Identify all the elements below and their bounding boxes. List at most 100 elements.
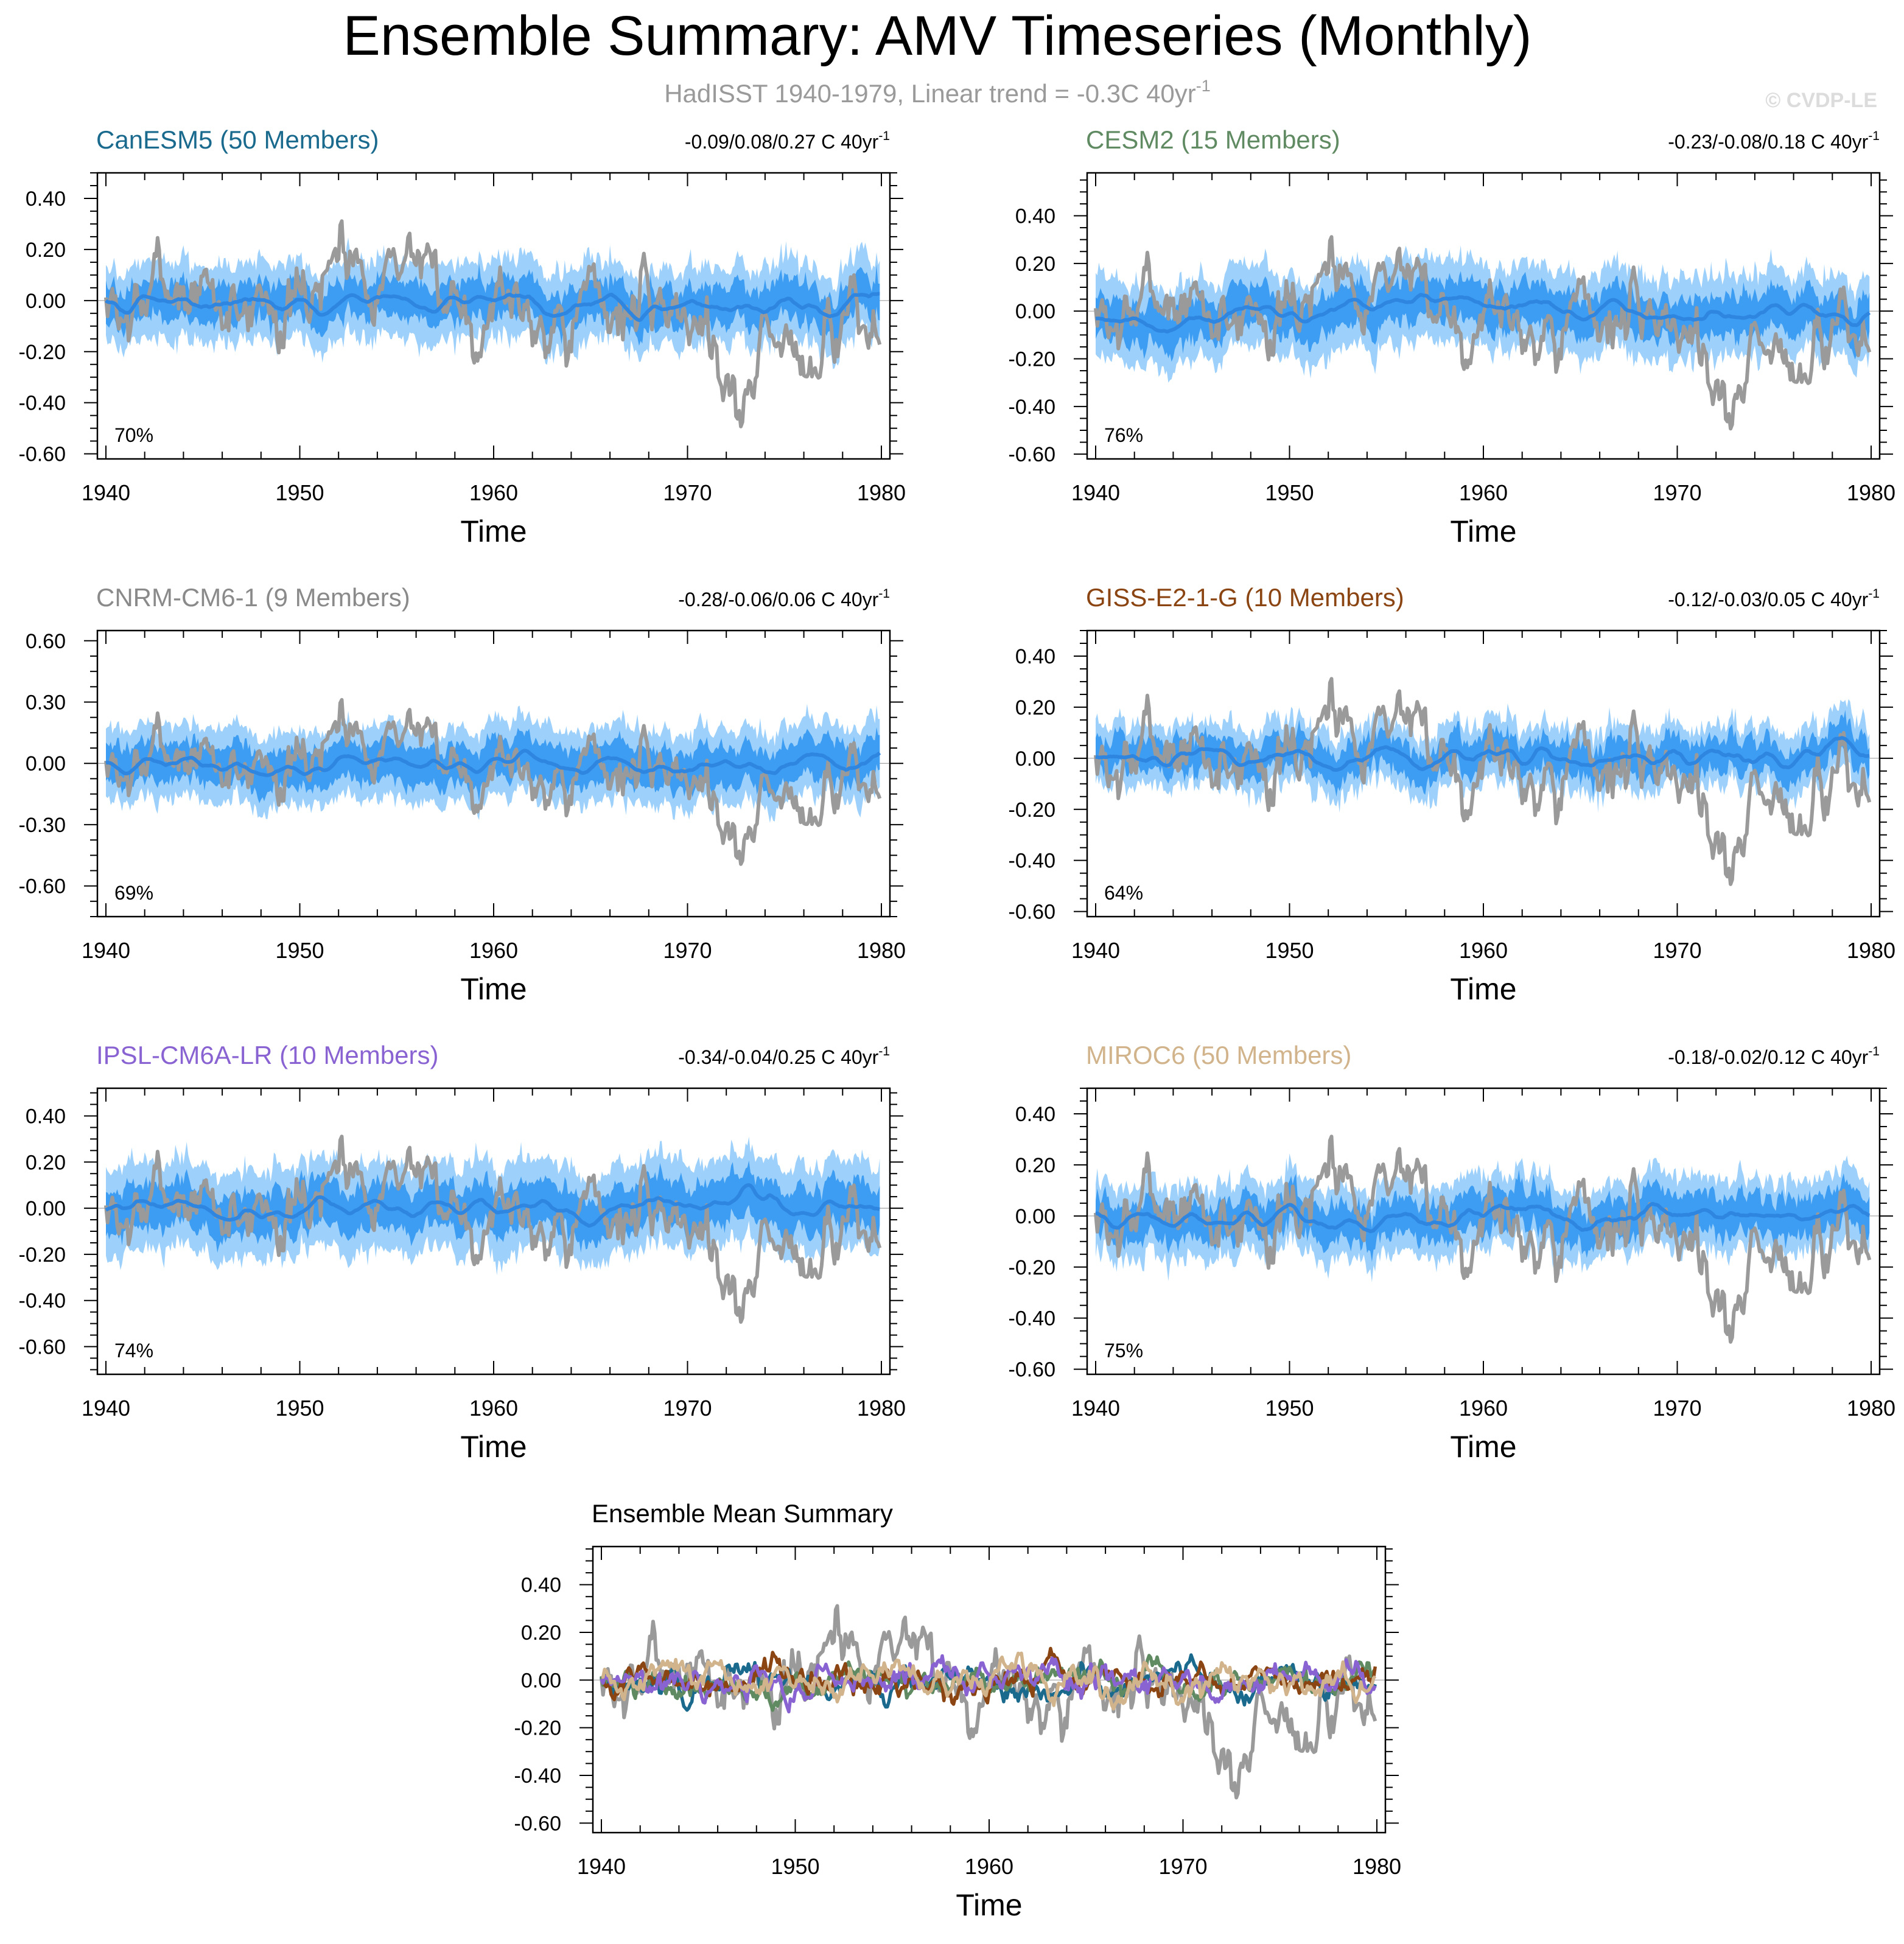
plot-area xyxy=(1087,677,1880,886)
trend-annotation: -0.18/-0.02/0.12 C 40yr-1 xyxy=(1668,1044,1880,1068)
y-tick-label: 0.40 xyxy=(1015,645,1055,668)
panels: 1940 1950 1960 1970 1980 Time 0.40 0.20 0.00 -0.2… xyxy=(19,125,1896,1922)
y-tick-label: 0.00 xyxy=(521,1669,561,1692)
percent-label: 76% xyxy=(1104,424,1143,446)
panel-title: MIROC6 (50 Members) xyxy=(1086,1041,1351,1069)
ensemble-mean-miroc6 xyxy=(601,1651,1377,1711)
y-tick-label: -0.40 xyxy=(19,1290,66,1313)
y-tick-label: 0.00 xyxy=(1015,747,1055,771)
x-axis-label: Time xyxy=(1450,1430,1516,1464)
trend-superscript: -1 xyxy=(1868,129,1880,143)
percent-label: 69% xyxy=(114,882,153,904)
y-tick-label: 0.00 xyxy=(1015,300,1055,323)
y-tick-label: 0.40 xyxy=(26,187,66,211)
trend-value: -0.18/-0.02/0.12 C 40yr xyxy=(1668,1046,1868,1068)
plot-area xyxy=(1087,1135,1880,1344)
trend-value: -0.23/-0.08/0.18 C 40yr xyxy=(1668,131,1868,153)
plot-area xyxy=(97,219,890,428)
subtitle-superscript: -1 xyxy=(1196,77,1211,95)
x-tick-label: 1980 xyxy=(1353,1854,1401,1879)
x-tick-label: 1950 xyxy=(275,938,324,963)
trend-annotation: -0.34/-0.04/0.25 C 40yr-1 xyxy=(678,1044,890,1068)
y-tick-label: -0.20 xyxy=(19,1243,66,1267)
observed-line xyxy=(1094,677,1872,886)
trend-annotation: -0.23/-0.08/0.18 C 40yr-1 xyxy=(1668,129,1880,153)
y-tick-label: -0.20 xyxy=(19,341,66,364)
x-tick-label: 1960 xyxy=(1459,938,1508,963)
x-tick-label: 1970 xyxy=(663,1396,712,1421)
x-axis-label: Time xyxy=(460,1430,527,1464)
y-tick-label: -0.20 xyxy=(1009,1256,1056,1279)
observed-line xyxy=(1094,1135,1872,1344)
panel-3: 1940 1950 1960 1970 1980 Time 0.60 0.30 0.00 -0.3… xyxy=(19,583,906,1006)
x-tick-label: 1940 xyxy=(1071,938,1120,963)
watermark: © CVDP-LE xyxy=(1765,89,1877,112)
x-tick-label: 1980 xyxy=(857,1396,906,1421)
trend-value: -0.34/-0.04/0.25 C 40yr xyxy=(678,1046,878,1068)
x-axis-label: Time xyxy=(956,1888,1022,1922)
x-tick-label: 1940 xyxy=(577,1854,626,1879)
y-tick-label: -0.40 xyxy=(19,392,66,415)
x-axis-label: Time xyxy=(460,514,527,548)
y-tick-label: -0.40 xyxy=(1009,1307,1056,1330)
y-tick-label: -0.60 xyxy=(1009,1358,1056,1382)
panel-title: GISS-E2-1-G (10 Members) xyxy=(1086,583,1404,612)
subtitle-text: HadISST 1940-1979, Linear trend = -0.3C … xyxy=(664,79,1196,108)
trend-annotation: -0.28/-0.06/0.06 C 40yr-1 xyxy=(678,587,890,610)
x-tick-label: 1970 xyxy=(663,480,712,505)
ensemble-mean-line xyxy=(1095,736,1870,772)
trend-superscript: -1 xyxy=(1868,587,1880,601)
x-tick-label: 1950 xyxy=(1265,480,1314,505)
trend-value: -0.09/0.08/0.27 C 40yr xyxy=(685,131,879,153)
y-tick-label: -0.60 xyxy=(1009,443,1056,466)
observed-line xyxy=(1094,235,1872,431)
percent-label: 74% xyxy=(114,1340,153,1362)
y-tick-label: -0.30 xyxy=(19,814,66,837)
y-tick-label: -0.60 xyxy=(514,1812,562,1835)
y-tick-label: -0.60 xyxy=(19,443,66,466)
y-tick-label: -0.40 xyxy=(514,1764,562,1788)
x-tick-label: 1960 xyxy=(1459,1396,1508,1421)
y-tick-label: 0.00 xyxy=(26,1197,66,1220)
panel-title: IPSL-CM6A-LR (10 Members) xyxy=(96,1041,438,1069)
y-tick-label: -0.60 xyxy=(19,875,66,898)
y-tick-label: 0.40 xyxy=(1015,1103,1055,1126)
panel-title: CanESM5 (50 Members) xyxy=(96,125,379,154)
y-tick-label: -0.40 xyxy=(1009,850,1056,873)
x-tick-label: 1970 xyxy=(1158,1854,1207,1879)
ensemble-mean-line xyxy=(1095,293,1871,334)
plot-area xyxy=(593,1604,1385,1800)
ensemble-mean-line xyxy=(105,749,881,777)
ensemble-mean-line xyxy=(105,1183,880,1228)
x-tick-label: 1940 xyxy=(82,938,130,963)
y-tick-label: -0.20 xyxy=(1009,799,1056,822)
panel-title: CESM2 (15 Members) xyxy=(1086,125,1340,154)
trend-annotation: -0.09/0.08/0.27 C 40yr-1 xyxy=(685,129,890,153)
x-tick-label: 1960 xyxy=(469,1396,518,1421)
y-tick-label: 0.00 xyxy=(26,752,66,775)
plot-area xyxy=(97,1135,890,1324)
y-tick-label: 0.20 xyxy=(26,1151,66,1174)
x-tick-label: 1960 xyxy=(469,938,518,963)
x-tick-label: 1940 xyxy=(82,480,130,505)
x-tick-label: 1950 xyxy=(771,1854,819,1879)
x-tick-label: 1950 xyxy=(1265,938,1314,963)
y-tick-label: 0.20 xyxy=(26,239,66,262)
trend-value: -0.28/-0.06/0.06 C 40yr xyxy=(678,589,878,610)
percent-label: 70% xyxy=(114,424,153,446)
trend-superscript: -1 xyxy=(1868,1044,1880,1058)
y-tick-label: 0.20 xyxy=(1015,696,1055,719)
plot-area xyxy=(1087,235,1880,431)
x-tick-label: 1980 xyxy=(857,938,906,963)
y-tick-label: -0.60 xyxy=(19,1336,66,1359)
y-tick-label: 0.20 xyxy=(521,1621,561,1645)
panel-title: CNRM-CM6-1 (9 Members) xyxy=(96,583,410,612)
x-tick-label: 1970 xyxy=(1653,938,1701,963)
percent-label: 64% xyxy=(1104,882,1143,904)
observed-line xyxy=(104,1135,882,1324)
y-tick-label: 0.20 xyxy=(1015,1154,1055,1177)
y-tick-label: -0.20 xyxy=(514,1717,562,1740)
y-tick-label: -0.60 xyxy=(1009,901,1056,924)
y-tick-label: 0.40 xyxy=(26,1105,66,1128)
y-tick-label: 0.60 xyxy=(26,630,66,653)
